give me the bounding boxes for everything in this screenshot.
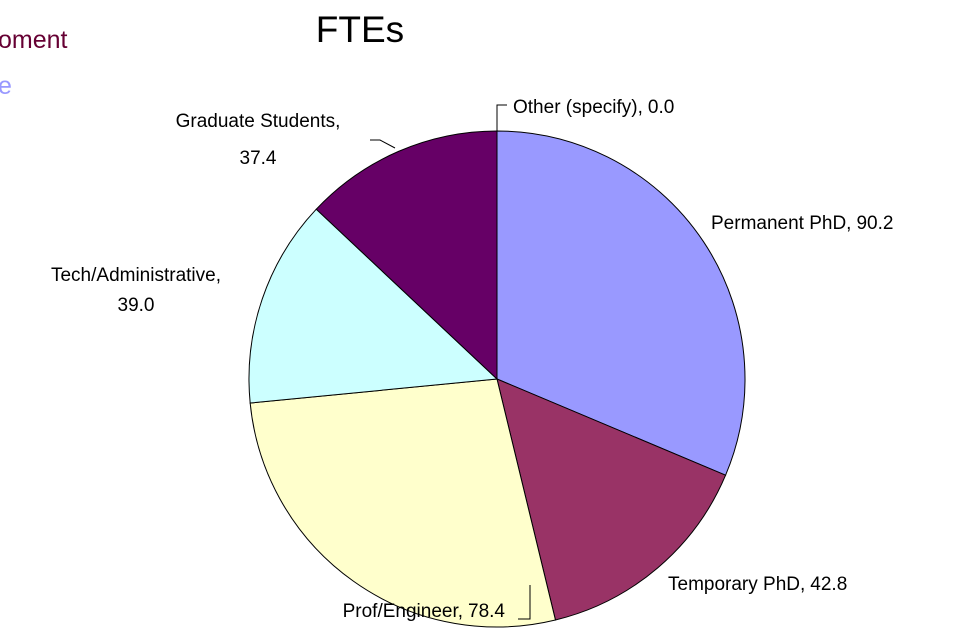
data-label-category: Other (specify),: [513, 97, 643, 118]
side-text: e: [0, 72, 12, 100]
side-text: oment: [0, 26, 68, 54]
data-label-category: Temporary PhD,: [668, 574, 805, 595]
data-label-value: 37.4: [240, 148, 277, 169]
data-label: Graduate Students, 37.4: [176, 111, 341, 169]
pie-slice: [248, 208, 499, 404]
data-label-value: 90.2: [856, 213, 893, 234]
data-label-category: Prof/Engineer,: [343, 601, 463, 622]
data-label-value: 0.0: [648, 97, 674, 118]
data-label: Tech/Administrative, 39.0: [51, 265, 221, 316]
data-label: Temporary PhD, 42.8: [668, 574, 847, 595]
leader-line: [518, 585, 531, 620]
leader-line: [370, 139, 396, 149]
data-label-category: Graduate Students,: [176, 111, 341, 132]
data-label-category: Tech/Administrative,: [51, 265, 221, 286]
data-label: Other (specify), 0.0: [513, 97, 674, 118]
chart-title: FTEs: [316, 9, 404, 50]
data-label-category: Permanent PhD,: [711, 213, 851, 234]
data-label-value: 42.8: [810, 574, 847, 595]
data-label: Permanent PhD, 90.2: [711, 213, 893, 234]
pie-slice: [249, 378, 557, 628]
leader-line: [496, 104, 507, 131]
pie-slice: [315, 130, 498, 381]
pie-slice: [496, 130, 746, 476]
data-label: Prof/Engineer, 78.4: [343, 601, 506, 622]
leader-lines: [370, 104, 531, 620]
pie-slice: [496, 378, 727, 621]
data-label-value: 78.4: [468, 601, 505, 622]
data-label-value: 39.0: [118, 295, 155, 316]
